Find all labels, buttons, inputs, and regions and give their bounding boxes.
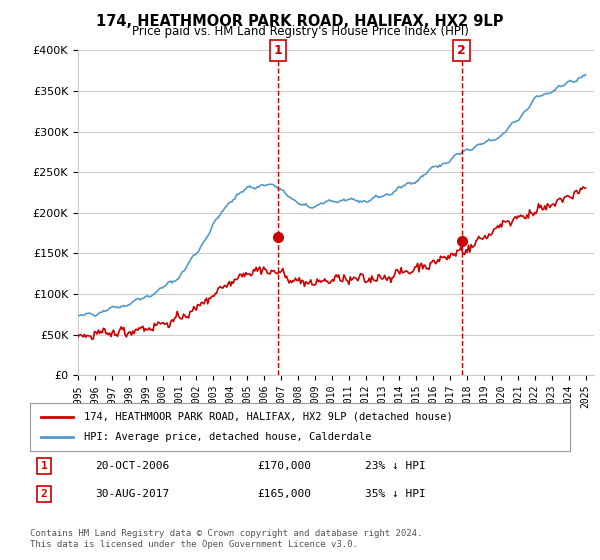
- Text: 2: 2: [41, 489, 47, 499]
- Text: 1: 1: [273, 44, 282, 57]
- Text: Price paid vs. HM Land Registry's House Price Index (HPI): Price paid vs. HM Land Registry's House …: [131, 25, 469, 38]
- Text: 2: 2: [457, 44, 466, 57]
- Text: 174, HEATHMOOR PARK ROAD, HALIFAX, HX2 9LP: 174, HEATHMOOR PARK ROAD, HALIFAX, HX2 9…: [96, 14, 504, 29]
- Text: 174, HEATHMOOR PARK ROAD, HALIFAX, HX2 9LP (detached house): 174, HEATHMOOR PARK ROAD, HALIFAX, HX2 9…: [84, 412, 453, 422]
- Text: 1: 1: [41, 461, 47, 471]
- Text: 35% ↓ HPI: 35% ↓ HPI: [365, 489, 425, 499]
- Text: £170,000: £170,000: [257, 461, 311, 471]
- Text: 30-AUG-2017: 30-AUG-2017: [95, 489, 169, 499]
- Text: 20-OCT-2006: 20-OCT-2006: [95, 461, 169, 471]
- Text: Contains HM Land Registry data © Crown copyright and database right 2024.
This d: Contains HM Land Registry data © Crown c…: [30, 529, 422, 549]
- Text: HPI: Average price, detached house, Calderdale: HPI: Average price, detached house, Cald…: [84, 432, 371, 442]
- Text: 23% ↓ HPI: 23% ↓ HPI: [365, 461, 425, 471]
- Text: £165,000: £165,000: [257, 489, 311, 499]
